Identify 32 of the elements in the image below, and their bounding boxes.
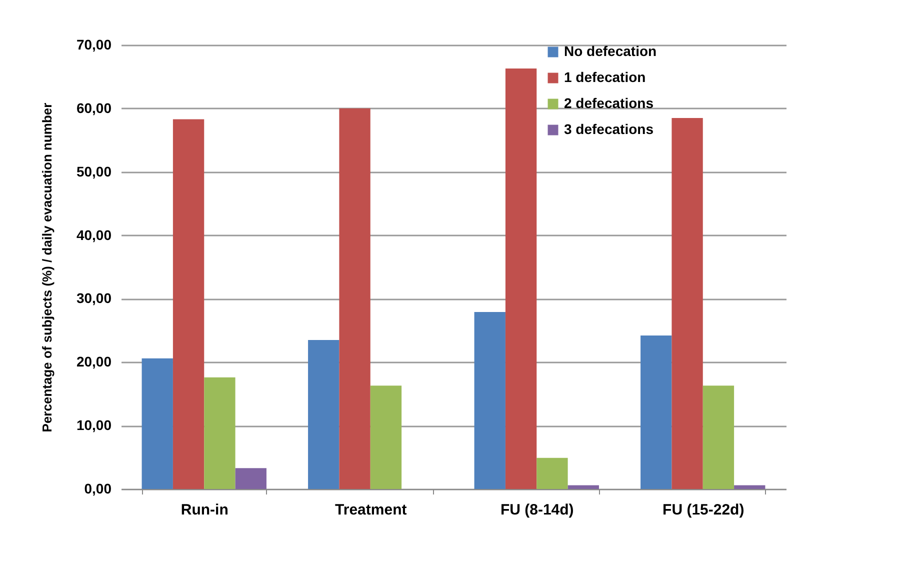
bar: [640, 336, 672, 489]
x-tick-label: FU (8-14d): [500, 502, 574, 518]
bar: [339, 108, 370, 489]
x-tick-label: FU (15-22d): [662, 502, 744, 518]
bar: [568, 485, 599, 489]
bar: [702, 386, 734, 489]
bar: [308, 340, 340, 489]
legend-label: No defecation: [564, 43, 657, 59]
bar: [172, 119, 204, 489]
bar: [734, 485, 766, 489]
y-tick-label: 70,00: [76, 36, 112, 52]
bar: [204, 377, 236, 489]
y-tick-label: 40,00: [76, 226, 112, 243]
bar: [235, 468, 266, 489]
x-tick-label: Run-in: [180, 502, 228, 518]
y-tick-label: 0,00: [84, 480, 112, 496]
legend-label: 2 defecations: [564, 95, 654, 111]
legend-label: 1 defecation: [564, 69, 646, 85]
legend-label: 3 defecations: [564, 121, 654, 137]
bar: [370, 386, 402, 489]
y-tick-label: 50,00: [76, 163, 112, 180]
y-tick-label: 30,00: [76, 290, 112, 306]
bar: [536, 458, 568, 489]
bar: [672, 118, 703, 489]
y-tick-label: 20,00: [76, 354, 112, 370]
y-tick-label: 60,00: [76, 100, 112, 116]
bar: [505, 68, 537, 489]
bar: [474, 312, 506, 489]
y-axis-title: Percentage of subjects (%) / daily evacuation number: [39, 102, 54, 432]
y-tick-label: 10,00: [76, 417, 112, 434]
x-tick-label: Treatment: [335, 502, 407, 518]
bar: [142, 358, 173, 489]
